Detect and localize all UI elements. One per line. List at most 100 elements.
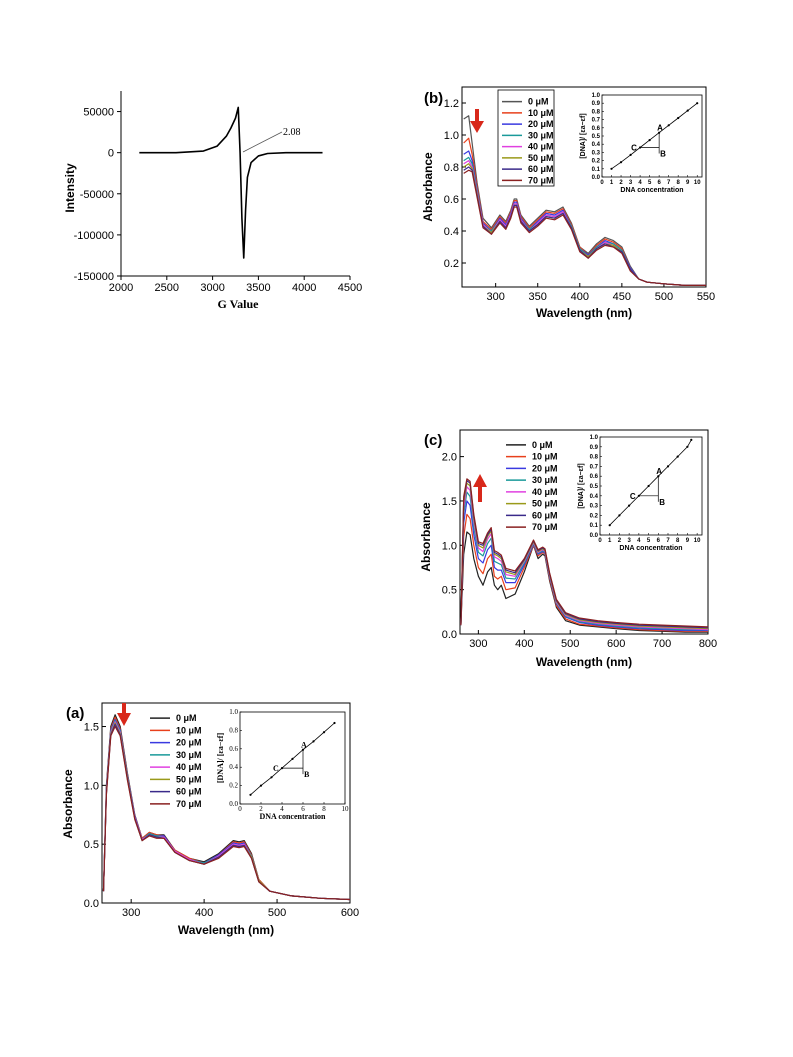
panel-c-legend-entry: 70 μM (532, 522, 558, 532)
panel-c-y-tick-label: 1.5 (442, 496, 457, 508)
panel-a-inset-y-label: [DNA]/ [εa−εf] (216, 733, 225, 784)
panel-b-inset-x-tick-label: 0 (600, 180, 604, 186)
panel-a-inset-y-tick-label: 0.0 (229, 800, 238, 808)
panel-a-plot-frame (101, 702, 351, 904)
panel-b-x-tick-label: 400 (571, 291, 589, 303)
panel-b-inset-x-tick-label: 7 (667, 180, 671, 186)
panel-b-legend-entry: 40 μM (528, 142, 554, 152)
panel-b-y-tick-label: 0.2 (444, 258, 459, 270)
panel-a-y-tick-label: 1.0 (84, 780, 99, 792)
panel-a-legend-entry: 70 μM (176, 799, 202, 809)
panel-a-series-line (102, 725, 351, 901)
panel-b-y-label: Absorbance (421, 152, 435, 222)
epr-annotation-leader (242, 131, 283, 153)
panel-a-inset-x-tick-label: 4 (280, 805, 284, 813)
panel-c-legend-entry: 50 μM (532, 499, 558, 509)
panel-c-inset-x-tick-label: 4 (637, 538, 641, 544)
panel-b-inset-label-a: A (657, 124, 663, 133)
panel-b-inset-y-tick-label: 0.6 (592, 126, 601, 132)
panel-c-y-label: Absorbance (419, 502, 433, 572)
panel-b-inset-point (619, 161, 623, 164)
epr-series-line (139, 106, 323, 259)
panel-b-legend-entry: 70 μM (528, 175, 554, 185)
epr-x-tick-label: 3000 (200, 282, 224, 294)
panel-b-inset-y-tick-label: 0.3 (592, 150, 601, 156)
panel-b-inset-point (610, 167, 613, 170)
panel-c-y-tick-label: 2.0 (442, 452, 457, 464)
panel-a-label: (a) (66, 705, 84, 722)
panel-a-legend-entry: 60 μM (176, 787, 202, 797)
panel-b-inset-x-tick-label: 5 (648, 180, 652, 186)
panel-c-inset-x-tick-label: 5 (647, 538, 651, 544)
panel-a-inset-label-a: A (301, 741, 307, 750)
panel-a-inset-x-label: DNA concentration (260, 812, 327, 821)
panel-b-inset-label-b: B (660, 149, 666, 158)
panel-c-inset-y-tick-label: 0.3 (590, 504, 599, 510)
panel-b-arrow (470, 109, 484, 133)
panel-b-series-line (463, 115, 706, 286)
panel-c-inset-point (657, 475, 660, 478)
panel-b-x-tick-label: 300 (486, 291, 504, 303)
panel-b-inset-x-tick-label: 9 (686, 180, 690, 186)
panel-a-inset-x-tick-label: 6 (301, 805, 305, 813)
panel-b-inset-label-c: C (631, 143, 637, 152)
panel-a-legend: 0 μM 10 μM 20 μM 30 μM 40 μM 50 μM 60 μM 70 μM (150, 713, 202, 809)
panel-c-y-tick-label: 0.5 (442, 585, 457, 597)
panel-c-inset-frame (599, 436, 703, 536)
panel-b-x-label: Wavelength (nm) (536, 306, 632, 320)
panel-c-inset-x-tick-label: 2 (618, 538, 622, 544)
panel-b-inset-y-label: [DNA]/ [εa−εf] (580, 113, 587, 158)
panel-b-y-tick-label: 0.8 (444, 162, 459, 174)
panel-b-inset-x-label: DNA concentration (620, 187, 683, 194)
panel-a-inset-y-tick-label: 0.8 (229, 726, 238, 734)
panel-b-plot-frame (461, 86, 707, 288)
panel-c-series-line (460, 491, 708, 631)
panel-a-inset-x-tick-label: 2 (259, 805, 263, 813)
panel-b-inset-y-tick-label: 0.5 (592, 134, 601, 140)
panel-a-inset-label-b: B (304, 770, 310, 779)
panel-b-inset-point (648, 139, 651, 142)
panel-c-inset-label-b: B (659, 498, 665, 507)
panel-c-legend-entry: 10 μM (532, 452, 558, 462)
panel-b-legend-entry: 60 μM (528, 164, 554, 174)
panel-a-arrow (117, 703, 131, 726)
panel-b-inset-point (696, 102, 699, 105)
panel-c-inset-label-a: A (656, 467, 662, 476)
panel-c-series-line (460, 531, 708, 633)
panel-a-x-tick-label: 600 (341, 907, 359, 919)
panel-a-y-tick-label: 1.5 (84, 722, 99, 734)
panel-b-y-tick-label: 1.2 (444, 98, 459, 110)
panel-c-inset-point (686, 445, 689, 448)
panel-b-inset-x-tick-label: 8 (677, 180, 681, 186)
panel-b-y-tick-label: 1.0 (444, 130, 459, 142)
panel-a-inset: 0 2 4 6 8 10 0.0 0.2 0.4 0.6 0.8 1.0 A B C DNA concentr… (216, 708, 349, 821)
panel-b-inset-y-tick-label: 0.4 (592, 142, 601, 148)
panel-a-inset-point (280, 767, 284, 770)
epr-y-tick-label: 0 (108, 148, 114, 160)
panel-b-inset-x-tick-label: 3 (629, 180, 633, 186)
panel-c-inset-x-tick-label: 10 (694, 538, 701, 544)
panel-c-x-tick-label: 700 (653, 638, 671, 650)
panel-c-series-line (460, 500, 708, 632)
panel-b-series-line (463, 169, 706, 286)
panel-c-inset-point (690, 438, 693, 441)
panel-c-plot-frame (459, 429, 709, 635)
panel-c-inset-y-tick-label: 0.2 (590, 513, 599, 519)
panel-b-inset-y-tick-label: 0.7 (592, 118, 601, 124)
panel-a-y-tick-label: 0.0 (84, 898, 99, 910)
panel-a-x-tick-label: 500 (268, 907, 286, 919)
panel-b-x-tick-label: 550 (697, 291, 715, 303)
panel-b-inset-x-tick-label: 2 (619, 180, 623, 186)
panel-c-inset-point (647, 484, 650, 488)
panel-a-legend-entry: 30 μM (176, 750, 202, 760)
epr-x-tick-label: 4000 (292, 282, 316, 294)
panel-a-inset-y-tick-label: 0.2 (229, 782, 238, 790)
panel-c-legend-entry: 20 μM (532, 463, 558, 473)
panel-c-inset-y-tick-label: 0.8 (590, 455, 599, 461)
panel-a-inset-label-c: C (273, 764, 279, 773)
panel-b-inset: 0 1 2 3 4 5 6 7 8 9 10 0.0 0.1 0.2 0.3 0.4 0.5 0.6 0.7 0.8 0… (580, 93, 703, 194)
panel-a-inset-point (333, 721, 336, 725)
